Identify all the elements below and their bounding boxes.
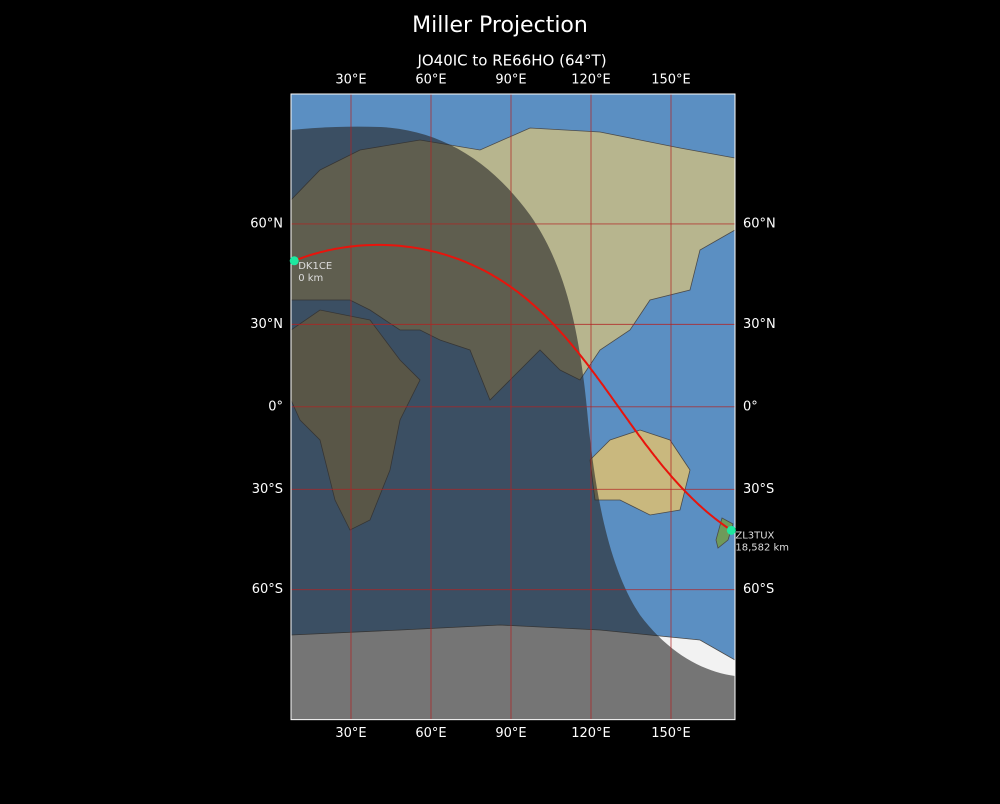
station-name: ZL3TUX bbox=[735, 530, 774, 541]
x-tick-label-bottom: 120°E bbox=[571, 726, 611, 741]
route bbox=[293, 243, 732, 532]
x-tick-label-top: 90°E bbox=[495, 73, 526, 88]
y-tick-label-right: 60°N bbox=[743, 216, 776, 231]
map-frame bbox=[290, 93, 736, 721]
y-tick-label-left: 30°S bbox=[252, 482, 283, 497]
grid bbox=[291, 94, 735, 720]
land-new-zealand bbox=[715, 517, 734, 549]
night-shade bbox=[291, 126, 735, 720]
station-distance: 0 km bbox=[298, 273, 323, 284]
y-tick-label-left: 0° bbox=[268, 399, 283, 414]
station-marker bbox=[289, 256, 299, 266]
x-tick-label-top: 60°E bbox=[415, 73, 446, 88]
map-title: Miller Projection bbox=[412, 13, 588, 38]
x-tick-label-bottom: 60°E bbox=[415, 726, 446, 741]
y-tick-label-right: 60°S bbox=[743, 582, 774, 597]
y-tick-label-left: 60°S bbox=[252, 582, 283, 597]
station-distance: 18,582 km bbox=[735, 542, 789, 553]
station-marker bbox=[726, 525, 736, 535]
map-subtitle: JO40IC to RE66HO (64°T) bbox=[416, 52, 606, 70]
x-tick-label-top: 120°E bbox=[571, 73, 611, 88]
great-circle-path bbox=[293, 243, 732, 532]
x-tick-label-bottom: 150°E bbox=[651, 726, 691, 741]
y-tick-label-right: 30°N bbox=[743, 317, 776, 332]
y-tick-label-right: 30°S bbox=[743, 482, 774, 497]
y-tick-label-right: 0° bbox=[743, 399, 758, 414]
map-area bbox=[291, 94, 735, 720]
x-tick-label-bottom: 30°E bbox=[335, 726, 366, 741]
station-name: DK1CE bbox=[298, 261, 332, 272]
y-tick-label-left: 30°N bbox=[250, 317, 283, 332]
x-tick-label-bottom: 90°E bbox=[495, 726, 526, 741]
x-tick-label-top: 30°E bbox=[335, 73, 366, 88]
y-tick-label-left: 60°N bbox=[250, 216, 283, 231]
x-tick-label-top: 150°E bbox=[651, 73, 691, 88]
labels: 30°E 30°E 60°E 60°E 90°E 90°E 120°E 120°E 150°E 1… bbox=[250, 73, 789, 742]
